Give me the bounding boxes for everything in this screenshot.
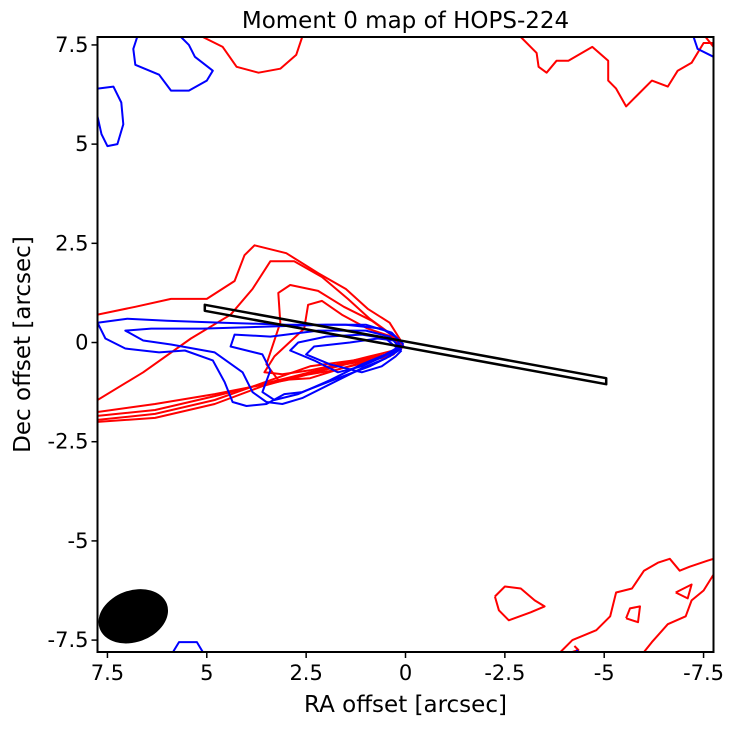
red-contour-3 xyxy=(97,299,403,423)
y-tick-label-2: 2.5 xyxy=(55,231,88,255)
blue-contour-6 xyxy=(132,37,214,92)
red-contour-5 xyxy=(520,37,714,108)
red-contour-7 xyxy=(559,557,714,652)
blue-contour-7 xyxy=(692,37,714,58)
y-tick-label-1: 5 xyxy=(75,132,88,156)
y-tick-label-0: 7.5 xyxy=(55,33,88,57)
red-contour-2 xyxy=(97,284,401,421)
plot-area xyxy=(97,37,714,652)
chart-title: Moment 0 map of HOPS-224 xyxy=(242,8,569,34)
red-contour-10 xyxy=(625,605,641,624)
y-tick-label-5: -5 xyxy=(68,529,89,553)
x-axis-ticks: 7.5 5 2.5 0 -2.5 -5 -7.5 xyxy=(91,652,724,685)
x-tick-label-5: -5 xyxy=(594,661,615,685)
y-axis-label: Dec offset [arcsec] xyxy=(10,236,36,453)
red-contour-6 xyxy=(704,37,714,48)
x-axis-label: RA offset [arcsec] xyxy=(304,692,507,718)
x-tick-label-6: -7.5 xyxy=(683,661,724,685)
slit-outline xyxy=(203,303,608,386)
blue-contour-4 xyxy=(305,337,403,374)
x-tick-label-0: 7.5 xyxy=(91,661,124,685)
y-tick-label-6: -7.5 xyxy=(48,628,89,652)
y-tick-label-3: 0 xyxy=(75,331,88,355)
x-tick-label-1: 5 xyxy=(200,661,213,685)
blue-contour-8 xyxy=(172,641,204,652)
blue-contour-5 xyxy=(97,85,125,148)
red-contour-1 xyxy=(97,260,403,417)
x-tick-label-2: 2.5 xyxy=(289,661,322,685)
x-tick-label-4: -2.5 xyxy=(484,661,525,685)
red-contour-4 xyxy=(202,37,304,74)
beam-ellipse xyxy=(98,589,169,644)
red-contour-9 xyxy=(493,585,546,622)
x-tick-label-3: 0 xyxy=(399,661,412,685)
y-axis-ticks: 7.5 5 2.5 0 -2.5 -5 -7.5 xyxy=(48,33,98,652)
y-tick-label-4: -2.5 xyxy=(48,430,89,454)
red-contour-11 xyxy=(675,583,693,600)
red-contour-8 xyxy=(643,574,714,652)
